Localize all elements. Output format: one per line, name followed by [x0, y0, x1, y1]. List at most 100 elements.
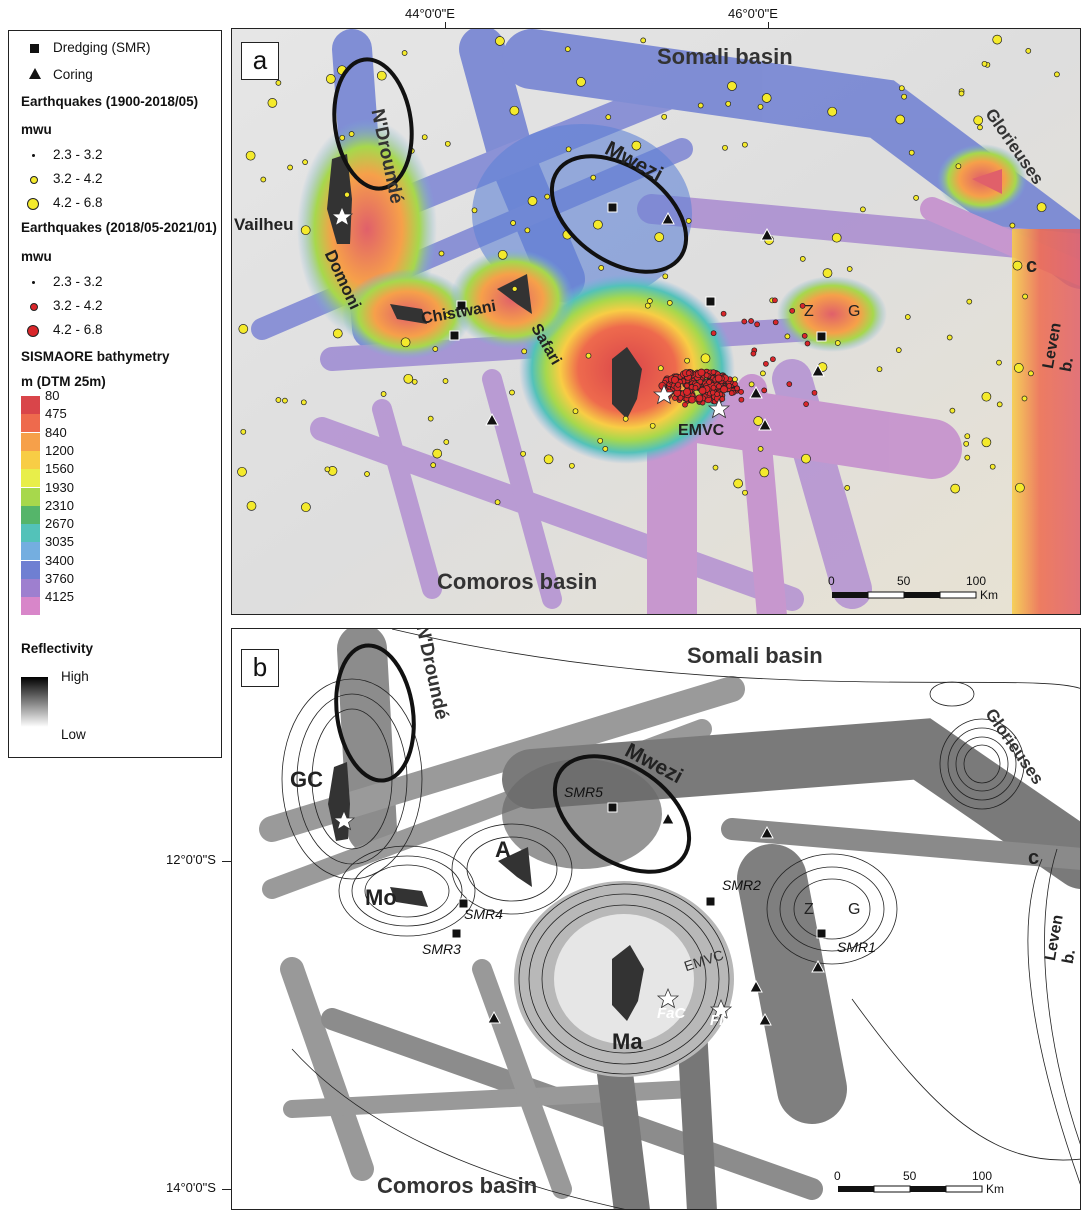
earthquake-dot: [376, 70, 387, 81]
bathy-value-label: 1560: [45, 461, 74, 477]
earthquake-dot: [742, 141, 748, 148]
earthquake-dot: [380, 391, 387, 397]
panel-b-ma: Ma: [612, 1029, 643, 1054]
earthquake-dot: [831, 232, 842, 243]
earthquake-dot: [401, 50, 408, 56]
earthquake-dot: [770, 356, 776, 363]
eq-new-large-dot-icon: [27, 325, 39, 337]
earthquake-dot: [649, 422, 656, 429]
panel-b-label-box: b: [241, 649, 279, 687]
earthquake-dot: [301, 502, 311, 513]
panel-a-z: Z: [804, 303, 814, 320]
earthquake-dot: [267, 98, 278, 108]
panel-a-leven: Leven b.: [1040, 321, 1077, 374]
earthquake-dot: [981, 437, 992, 448]
earthquake-dot: [685, 370, 692, 376]
earthquake-dot: [772, 297, 778, 304]
earthquake-dot: [471, 207, 478, 214]
panel-b-scale-100: 100: [972, 1169, 993, 1183]
panel-a-stars: [330, 205, 731, 419]
earthquake-dot: [644, 302, 651, 309]
panel-b-sample-sites: [451, 802, 827, 1026]
panel-a-comoros-basin: Comoros basin: [437, 569, 598, 594]
earthquake-dot: [339, 134, 346, 141]
panel-b-smr5: SMR5: [564, 784, 603, 800]
earthquake-dot: [666, 300, 673, 306]
earthquake-dot: [950, 483, 961, 494]
earthquake-dot: [427, 415, 434, 422]
earthquake-dot: [631, 140, 642, 151]
earthquake-dot: [901, 93, 907, 100]
lon-label-44e: 44°0'0"E: [405, 6, 455, 21]
earthquake-dot: [275, 397, 282, 403]
earthquake-dot: [996, 359, 1002, 366]
earthquake-dot: [760, 370, 766, 377]
earthquake-dot: [811, 389, 818, 396]
bathy-swatch: [21, 579, 40, 597]
earthquake-dot: [622, 415, 629, 422]
earthquake-dot: [521, 348, 528, 355]
earthquake-dot: [898, 85, 905, 92]
earthquake-dot: [725, 100, 732, 107]
earthquake-dot: [741, 318, 748, 325]
panel-a-sample-sites: [449, 202, 827, 431]
earthquake-dot: [442, 378, 449, 384]
panel-a-emvc: EMVC: [678, 422, 725, 439]
earthquake-dot: [738, 389, 744, 395]
earthquake-dot: [801, 333, 808, 339]
earthquake-dot: [403, 373, 414, 384]
earthquake-dot: [344, 191, 350, 198]
earthquake-dot: [789, 307, 796, 314]
earthquake-dot: [700, 353, 711, 364]
legend-eq-new-mwu: mwu: [21, 249, 52, 264]
earthquake-dot: [1022, 293, 1028, 300]
earthquake-dot: [275, 80, 282, 86]
legend-eq-old-mwu: mwu: [21, 122, 52, 137]
panel-b-leven: Leven b.: [1042, 913, 1079, 966]
earthquake-dot: [430, 462, 437, 468]
panel-a-scale-50: 50: [897, 574, 911, 588]
earthquake-dot: [733, 478, 743, 489]
earthquake-dot: [712, 464, 719, 471]
bathy-value-label: 475: [45, 406, 67, 422]
bathy-value-label: 1930: [45, 479, 74, 495]
earthquake-dot: [282, 397, 288, 404]
earthquake-dot: [1012, 260, 1023, 271]
earthquake-dot: [443, 439, 450, 445]
earthquake-dot: [714, 391, 720, 397]
earthquake-dot: [827, 106, 838, 117]
panel-b-scale-unit: Km: [986, 1182, 1004, 1196]
panel-a-scale-bar: [832, 591, 977, 599]
map-legend: Dredging (SMR) Coring Earthquakes (1900-…: [8, 30, 222, 758]
earthquake-dot: [572, 408, 579, 415]
lat-tick-14s: [222, 1189, 232, 1190]
earthquake-dot: [966, 298, 973, 305]
earthquake-dot: [240, 428, 247, 435]
earthquake-dot: [598, 265, 605, 271]
ndrounde-ellipse: [332, 57, 414, 191]
bathy-value-label: 2670: [45, 516, 74, 532]
panel-a-svg: [232, 29, 1080, 614]
earthquake-dot: [710, 384, 717, 391]
legend-eq-new-class-3: 4.2 - 6.8: [53, 322, 103, 337]
grande-comore-land-b: [328, 762, 350, 841]
eq-old-large-dot-icon: [27, 198, 39, 210]
moheli-land-b: [390, 887, 428, 907]
earthquake-dot: [946, 334, 953, 341]
panel-b-scale-50: 50: [903, 1169, 917, 1183]
mwezi-reflectivity: [502, 759, 662, 869]
earthquake-dot: [895, 114, 906, 125]
earthquake-dot: [716, 383, 722, 390]
earthquake-dot: [710, 369, 717, 375]
panel-b-fmv: FMv: [710, 1012, 740, 1029]
earthquake-dot: [1015, 482, 1025, 493]
eq-new-medium-dot-icon: [30, 303, 38, 311]
bathy-value-label: 1200: [45, 442, 74, 458]
earthquake-dot: [300, 225, 311, 236]
earthquake-dot: [495, 36, 505, 46]
earthquake-dot: [728, 390, 735, 396]
earthquake-dot: [647, 298, 653, 304]
earthquake-dot: [949, 407, 956, 414]
earthquake-dot: [759, 467, 770, 478]
earthquake-dot: [801, 453, 811, 464]
